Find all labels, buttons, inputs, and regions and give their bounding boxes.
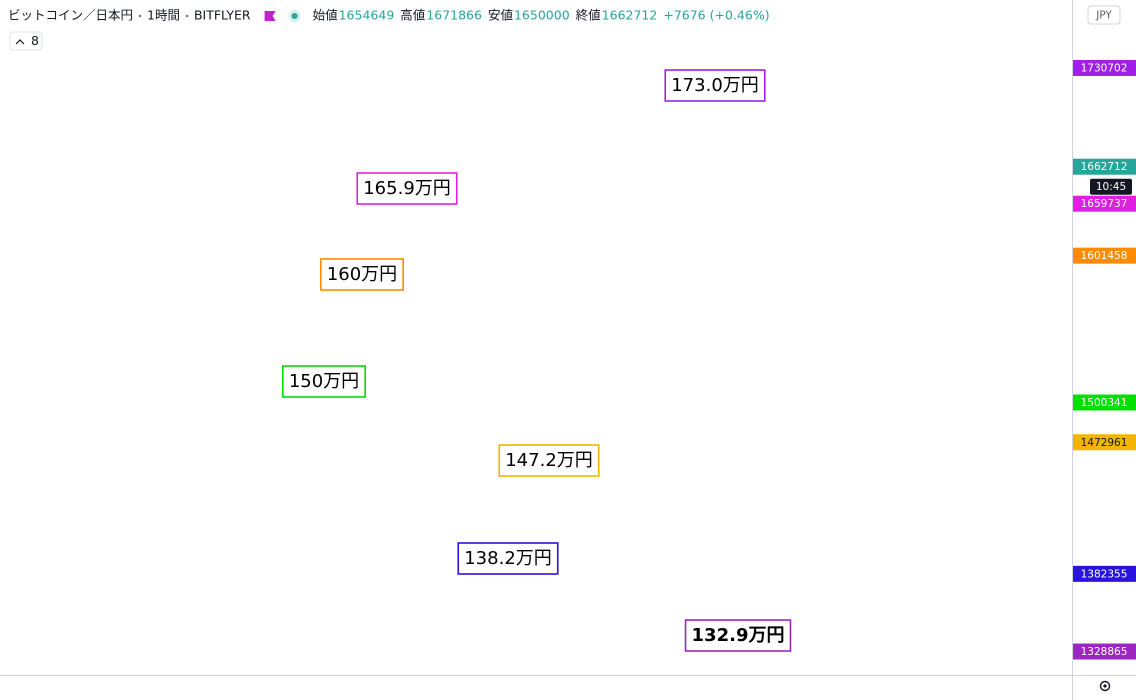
separator-dot: [185, 14, 189, 18]
level-price-label: 1328865: [1081, 646, 1128, 658]
countdown-bg: [1090, 178, 1132, 195]
level-price-label-bg: [1073, 59, 1136, 76]
annotation-text: 165.9万円: [363, 178, 451, 199]
level-price-label: 1730702: [1081, 62, 1128, 74]
level-price-label-bg: [1073, 247, 1136, 264]
ohlc-value: 1671866: [426, 8, 482, 23]
indicator-count: 8: [31, 33, 39, 48]
annotation-box: [356, 172, 458, 205]
interval: 1時間: [147, 8, 180, 23]
annotation-box: [320, 258, 404, 291]
annotation-text: 173.0万円: [671, 75, 759, 96]
status-dot: [291, 13, 298, 19]
level-price-label-bg: [1073, 565, 1136, 582]
countdown: 10:45: [1096, 181, 1126, 193]
levels: 173.0万円 165.9万円 160万円 150万円 147.2万円 138.2万円 13…: [282, 69, 792, 652]
level-price-label-bg: [1073, 394, 1136, 411]
level-price-label: 1601458: [1081, 250, 1128, 262]
level-annotation: 173.0万円: [664, 69, 766, 102]
settings-button[interactable]: [1099, 680, 1111, 692]
annotation-box: [664, 69, 766, 102]
time-axis: [0, 675, 1072, 700]
annotation-text: 132.9万円: [692, 625, 785, 646]
ohlc-name: 高値: [400, 8, 425, 23]
annotation-box: [684, 619, 792, 652]
chevron: [15, 39, 25, 45]
indicator-toggle[interactable]: [9, 31, 43, 51]
ohlc-value: 1650000: [514, 8, 570, 23]
level-annotation: 132.9万円: [684, 619, 792, 652]
price-axis: [1072, 0, 1136, 700]
gear-center: [1103, 684, 1107, 688]
currency-box[interactable]: [1087, 5, 1121, 25]
symbol: ビットコイン／日本円: [8, 8, 133, 23]
gear-icon[interactable]: [1099, 680, 1111, 692]
level-annotation: 147.2万円: [498, 444, 600, 477]
currency[interactable]: JPY: [1095, 10, 1112, 22]
flag-icon[interactable]: [264, 11, 276, 21]
ohlc-value: 1654649: [339, 8, 395, 23]
level-annotation: 138.2万円: [457, 542, 559, 575]
level-price-label: 1500341: [1081, 397, 1128, 409]
annotation-box: [282, 365, 366, 398]
level-annotation: 160万円: [320, 258, 404, 291]
level-price-label: 1472961: [1081, 437, 1128, 449]
level-annotation: 150万円: [282, 365, 366, 398]
legend-header: ビットコイン／日本円 1時間 BITFLYER 始値 1654649 高値 1671866 安…: [8, 8, 770, 51]
annotation-text: 160万円: [327, 264, 397, 285]
level-price-label-bg: [1073, 643, 1136, 660]
exchange: BITFLYER: [194, 8, 251, 23]
level-annotation: 165.9万円: [356, 172, 458, 205]
annotation-text: 138.2万円: [464, 548, 552, 569]
change: +7676: [663, 8, 705, 23]
annotation-box: [457, 542, 559, 575]
level-price-label: 1382355: [1081, 568, 1128, 580]
separator-dot: [138, 14, 142, 18]
annotation-text: 150万円: [289, 371, 359, 392]
ohlc-name: 終値: [576, 8, 601, 23]
last-price-label: 1662712: [1081, 161, 1128, 173]
change-pct: (+0.46%): [710, 8, 770, 23]
level-price-label-bg: [1073, 195, 1136, 212]
axis-labels: 1730702 1659737 1601458 1500341 1472961 13823…: [1073, 5, 1136, 660]
level-price-label: 1659737: [1081, 198, 1128, 210]
level-price-label-bg: [1073, 434, 1136, 451]
annotation-box: [498, 444, 600, 477]
ohlc-value: 1662712: [602, 8, 658, 23]
last-price-label-bg: [1073, 158, 1136, 175]
ohlc-name: 安値: [488, 8, 513, 23]
annotation-text: 147.2万円: [505, 450, 593, 471]
ohlc-name: 始値: [313, 8, 338, 23]
